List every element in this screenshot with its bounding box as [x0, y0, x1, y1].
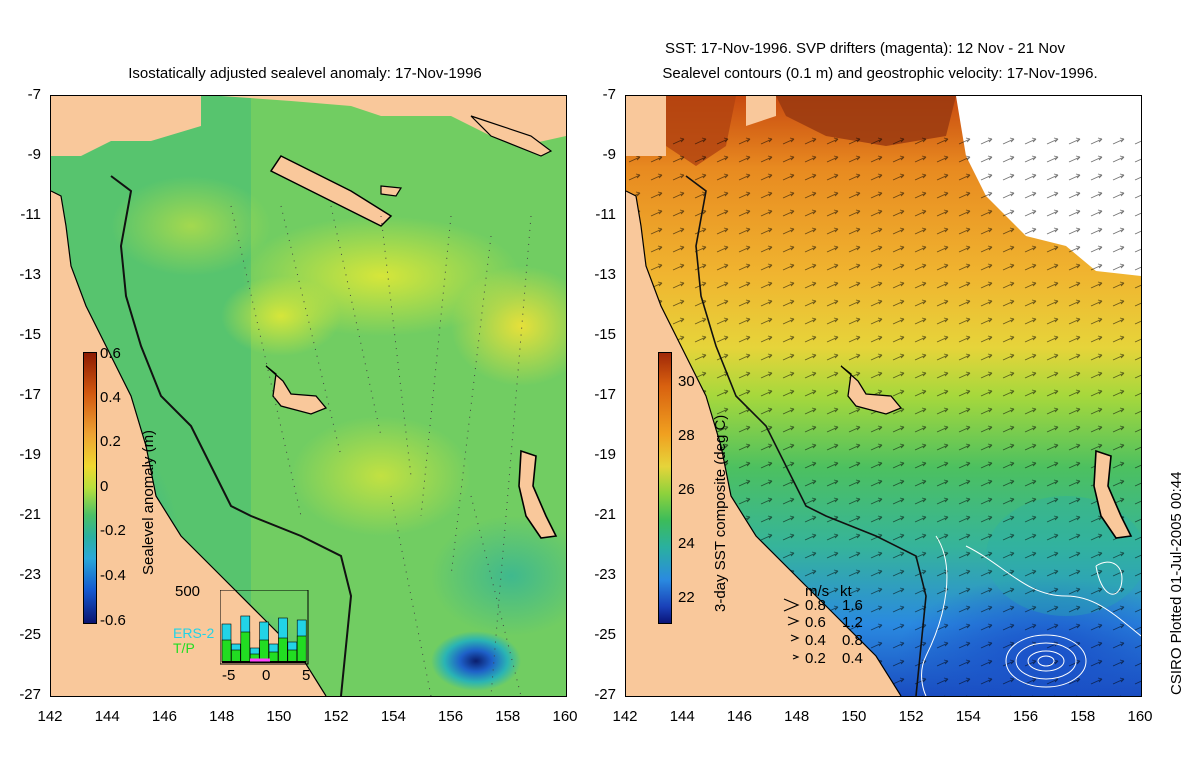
- x-tick-label: 154: [380, 708, 406, 725]
- x-tick-label: 154: [955, 708, 981, 725]
- speed-kt: 0.4: [842, 650, 863, 667]
- inset-xtick: 0: [262, 667, 271, 684]
- arrow-icon: [792, 653, 800, 661]
- inset-histogram: [220, 590, 315, 665]
- sealevel-cb-tick: 0.4: [100, 389, 121, 406]
- x-tick-label: 160: [1127, 708, 1153, 725]
- x-tick-label: 158: [1070, 708, 1096, 725]
- x-tick-label: 158: [495, 708, 521, 725]
- x-tick-label: 160: [552, 708, 578, 725]
- x-tick-label: 148: [209, 708, 235, 725]
- sst-colorbar: [658, 352, 672, 624]
- sealevel-colorbar-label: Sealevel anomaly (m): [140, 429, 157, 575]
- inset-bar-tp: [268, 651, 279, 663]
- sealevel-cb-tick: -0.4: [100, 567, 126, 584]
- y-tick-label: -7: [602, 86, 616, 103]
- sst-map: [626, 96, 1141, 696]
- y-tick-label: -27: [594, 686, 616, 703]
- inset-bar-tp: [221, 639, 232, 663]
- y-tick-label: -21: [594, 506, 616, 523]
- y-tick-label: -11: [20, 206, 41, 223]
- y-tick-label: -25: [594, 626, 616, 643]
- x-tick-label: 148: [784, 708, 810, 725]
- y-tick-label: -17: [594, 386, 616, 403]
- speed-legend-header-ms: m/s: [805, 583, 830, 600]
- inset-bar-tp: [278, 637, 288, 663]
- sealevel-cb-tick: 0.6: [100, 345, 121, 362]
- y-tick-label: -23: [19, 566, 41, 583]
- sealevel-cb-tick: -0.2: [100, 522, 126, 539]
- y-tick-label: -13: [594, 266, 616, 283]
- sst-cb-tick: 30: [678, 373, 695, 390]
- y-tick-label: -15: [594, 326, 616, 343]
- y-tick-label: -21: [19, 506, 41, 523]
- y-tick-label: -19: [19, 446, 41, 463]
- inset-xtick: -5: [222, 667, 236, 684]
- x-tick-label: 150: [841, 708, 867, 725]
- sealevel-colorbar: [83, 352, 97, 624]
- sealevel-anomaly-map: [51, 96, 566, 696]
- x-tick-label: 142: [612, 708, 638, 725]
- sealevel-cb-tick: 0.2: [100, 433, 121, 450]
- x-tick-label: 146: [151, 708, 177, 725]
- left-map-panel: [50, 95, 567, 697]
- right-map-title-line1: SST: 17-Nov-1996. SVP drifters (magenta)…: [665, 40, 1065, 57]
- y-tick-label: -13: [19, 266, 41, 283]
- speed-kt: 0.8: [842, 632, 863, 649]
- speed-kt: 1.2: [842, 614, 863, 631]
- inset-bar-tp: [287, 649, 298, 663]
- x-tick-label: 152: [323, 708, 349, 725]
- y-tick-label: -7: [27, 86, 41, 103]
- x-tick-label: 152: [898, 708, 924, 725]
- x-tick-label: 156: [438, 708, 464, 725]
- inset-bar-tp: [240, 631, 251, 663]
- sst-cb-tick: 24: [678, 535, 695, 552]
- y-tick-label: -25: [19, 626, 41, 643]
- right-map-title-line2: Sealevel contours (0.1 m) and geostrophi…: [662, 65, 1098, 82]
- y-tick-label: -17: [19, 386, 41, 403]
- y-tick-label: -19: [594, 446, 616, 463]
- speed-ms: 0.4: [805, 632, 826, 649]
- sealevel-cb-tick: 0: [100, 478, 109, 495]
- arrow-icon: [786, 614, 802, 628]
- x-tick-label: 150: [266, 708, 292, 725]
- arrow-icon: [782, 596, 802, 614]
- inset-legend-tp: T/P: [173, 640, 195, 656]
- right-map-panel: [625, 95, 1142, 697]
- speed-ms: 0.2: [805, 650, 826, 667]
- y-tick-label: -23: [594, 566, 616, 583]
- speed-ms: 0.8: [805, 597, 826, 614]
- sst-colorbar-label: 3-day SST composite (deg C): [712, 414, 729, 612]
- inset-legend-ers2: ERS-2: [173, 625, 215, 641]
- credit-label: CSIRO Plotted 01-Jul-2005 00:44: [1168, 471, 1185, 695]
- speed-legend-header-kt: kt: [840, 583, 852, 600]
- y-tick-label: -27: [19, 686, 41, 703]
- sealevel-cb-tick: -0.6: [100, 612, 126, 629]
- x-tick-label: 144: [94, 708, 120, 725]
- inset-bar-tp: [231, 649, 241, 663]
- inset-ymax: 500: [175, 583, 201, 600]
- y-tick-label: -9: [602, 146, 616, 163]
- inset-bar-tp: [296, 635, 307, 663]
- x-tick-label: 144: [669, 708, 695, 725]
- left-map-title: Isostatically adjusted sealevel anomaly:…: [128, 65, 482, 82]
- x-tick-label: 146: [726, 708, 752, 725]
- sst-cb-tick: 28: [678, 427, 695, 444]
- sst-cb-tick: 22: [678, 589, 695, 606]
- x-tick-label: 142: [37, 708, 63, 725]
- sst-cb-tick: 26: [678, 481, 695, 498]
- arrow-icon: [789, 633, 801, 643]
- speed-kt: 1.6: [842, 597, 863, 614]
- y-tick-label: -9: [27, 146, 41, 163]
- inset-xtick: 5: [302, 667, 311, 684]
- y-tick-label: -15: [19, 326, 41, 343]
- y-tick-label: -11: [595, 206, 616, 223]
- x-tick-label: 156: [1013, 708, 1039, 725]
- speed-ms: 0.6: [805, 614, 826, 631]
